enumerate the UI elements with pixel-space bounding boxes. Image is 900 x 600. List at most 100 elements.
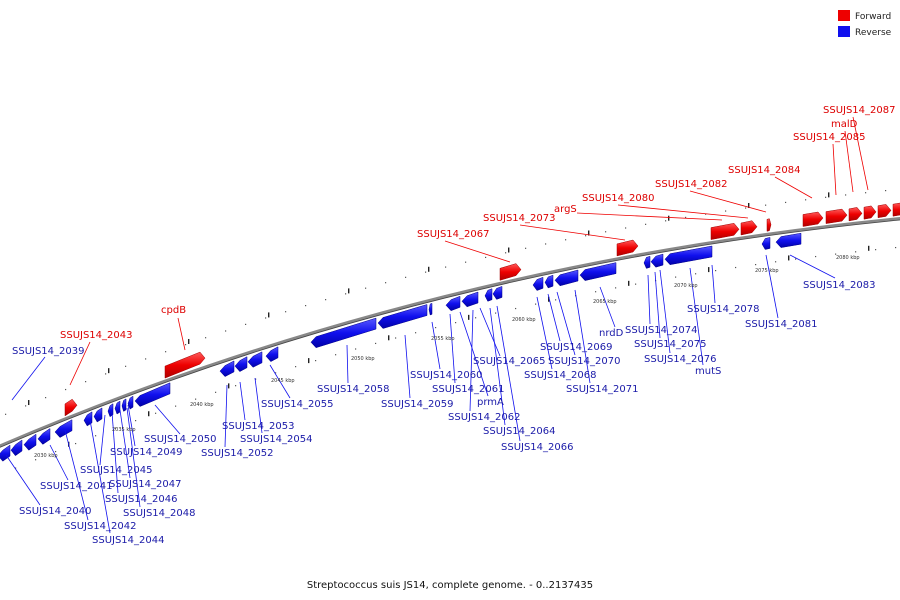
gene-label-reverse[interactable]: SSUJS14_2055 (261, 399, 334, 410)
gene-label-forward[interactable]: cpdB (161, 305, 186, 316)
reverse-gene-arrow[interactable] (219, 360, 235, 377)
forward-gene-arrow[interactable] (877, 204, 892, 218)
guide-dot (565, 239, 567, 241)
reverse-gene-arrow[interactable] (761, 237, 771, 250)
gene-label-forward[interactable]: SSUJS14_2087 (823, 105, 896, 116)
reverse-gene-arrow[interactable] (544, 274, 554, 289)
reverse-gene-arrow[interactable] (664, 245, 713, 265)
gene-label-forward[interactable]: SSUJS14_2043 (60, 330, 133, 341)
guide-dot (505, 252, 507, 254)
reverse-gene-arrow[interactable] (83, 411, 93, 427)
reverse-gene-arrow[interactable] (247, 351, 263, 368)
gene-label-reverse[interactable]: SSUJS14_2074 (625, 325, 698, 336)
gene-label-reverse[interactable]: SSUJS14_2054 (240, 434, 313, 445)
gene-label-reverse[interactable]: SSUJS14_2052 (201, 448, 274, 459)
gene-label-reverse[interactable]: SSUJS14_2058 (317, 384, 390, 395)
forward-gene-arrow[interactable] (710, 223, 740, 240)
gene-label-forward[interactable]: SSUJS14_2073 (483, 213, 556, 224)
guide-dot (645, 223, 647, 225)
reverse-gene-arrow[interactable] (532, 276, 544, 291)
gene-label-reverse[interactable]: SSUJS14_2066 (501, 442, 574, 453)
gene-label-reverse[interactable]: SSUJS14_2059 (381, 399, 454, 410)
gene-label-reverse[interactable]: SSUJS14_2050 (144, 434, 217, 445)
reverse-gene-arrow[interactable] (428, 302, 433, 316)
reverse-gene-arrow[interactable] (37, 428, 51, 445)
gene-label-reverse[interactable]: SSUJS14_2078 (687, 304, 760, 315)
forward-gene-arrow[interactable] (863, 205, 877, 220)
reverse-gene-arrow[interactable] (93, 407, 103, 423)
gene-label-reverse[interactable]: SSUJS14_2069 (540, 342, 613, 353)
gene-label-reverse[interactable]: SSUJS14_2040 (19, 506, 92, 517)
reverse-gene-arrow[interactable] (377, 304, 428, 329)
forward-gene-arrow[interactable] (766, 218, 772, 232)
gene-label-reverse[interactable]: SSUJS14_2065 (473, 356, 546, 367)
gene-label-reverse[interactable]: SSUJS14_2049 (110, 447, 183, 458)
gene-label-reverse[interactable]: SSUJS14_2047 (109, 479, 182, 490)
reverse-gene-arrow[interactable] (484, 288, 493, 302)
reverse-gene-arrow[interactable] (445, 295, 461, 311)
forward-gene-arrow[interactable] (892, 202, 900, 217)
forward-gene-arrow[interactable] (825, 208, 848, 224)
gene-label-reverse[interactable]: SSUJS14_2061 (432, 384, 505, 395)
gene-label-forward[interactable]: malD (831, 119, 858, 130)
reverse-gene-arrow[interactable] (492, 286, 503, 300)
gene-label-reverse[interactable]: prmA (477, 397, 504, 408)
gene-label-reverse[interactable]: SSUJS14_2045 (80, 465, 153, 476)
forward-gene-arrow[interactable] (802, 211, 824, 227)
gene-label-forward[interactable]: SSUJS14_2085 (793, 132, 866, 143)
reverse-gene-arrow[interactable] (127, 395, 134, 410)
gene-label-reverse[interactable]: SSUJS14_2042 (64, 521, 137, 532)
reverse-gene-arrow[interactable] (134, 382, 171, 407)
gene-label-reverse[interactable]: SSUJS14_2068 (524, 370, 597, 381)
gene-label-reverse[interactable]: SSUJS14_2060 (410, 370, 483, 381)
reverse-gene-arrow[interactable] (114, 400, 121, 415)
reverse-gene-arrow[interactable] (643, 255, 651, 269)
forward-gene-arrow[interactable] (616, 239, 639, 257)
reverse-gene-arrow[interactable] (23, 433, 37, 451)
gene-label-reverse[interactable]: SSUJS14_2046 (105, 494, 178, 505)
guide-dot (25, 405, 27, 407)
reverse-gene-arrow[interactable] (461, 291, 479, 308)
guide-dot (405, 276, 407, 278)
gene-label-reverse[interactable]: nrdD (599, 328, 624, 339)
forward-gene-arrow[interactable] (848, 207, 863, 222)
gene-label-reverse[interactable]: SSUJS14_2081 (745, 319, 818, 330)
reverse-gene-arrow[interactable] (579, 262, 617, 281)
forward-gene-arrow[interactable] (740, 220, 758, 236)
gene-label-reverse[interactable]: SSUJS14_2071 (566, 384, 639, 395)
reverse-gene-arrow[interactable] (650, 253, 664, 268)
reverse-gene-arrow[interactable] (121, 398, 127, 412)
gene-label-reverse[interactable]: SSUJS14_2064 (483, 426, 556, 437)
gene-label-reverse[interactable]: SSUJS14_2048 (123, 508, 196, 519)
reverse-gene-arrow[interactable] (265, 346, 279, 362)
forward-gene-arrow[interactable] (164, 351, 206, 379)
reverse-gene-arrow[interactable] (234, 356, 248, 372)
reverse-leader-line (556, 291, 576, 356)
gene-label-forward[interactable]: SSUJS14_2067 (417, 229, 490, 240)
reverse-gene-arrow[interactable] (10, 439, 23, 457)
gene-label-reverse[interactable]: mutS (695, 366, 721, 377)
gene-label-reverse[interactable]: SSUJS14_2083 (803, 280, 876, 291)
reverse-gene-arrow[interactable] (310, 317, 377, 348)
gene-label-reverse[interactable]: SSUJS14_2039 (12, 346, 85, 357)
gene-label-forward[interactable]: SSUJS14_2080 (582, 193, 655, 204)
gene-label-reverse[interactable]: SSUJS14_2076 (644, 354, 717, 365)
reverse-leader-line (49, 444, 69, 481)
gene-label-forward[interactable]: SSUJS14_2084 (728, 165, 801, 176)
gene-label-reverse[interactable]: SSUJS14_2075 (634, 339, 707, 350)
reverse-gene-arrow[interactable] (554, 269, 579, 287)
gene-label-reverse[interactable]: SSUJS14_2044 (92, 535, 165, 546)
gene-label-forward[interactable]: argS (554, 204, 577, 215)
guide-dot (135, 420, 137, 422)
gene-label-reverse[interactable]: SSUJS14_2053 (222, 421, 295, 432)
gene-label-reverse[interactable]: SSUJS14_2041 (40, 481, 113, 492)
reverse-gene-arrow[interactable] (54, 419, 73, 438)
guide-dot (475, 317, 477, 319)
forward-leader-line (852, 116, 869, 191)
gene-label-reverse[interactable]: SSUJS14_2070 (548, 356, 621, 367)
reverse-gene-arrow[interactable] (775, 232, 802, 248)
gene-label-forward[interactable]: SSUJS14_2082 (655, 179, 728, 190)
gene-label-reverse[interactable]: SSUJS14_2062 (448, 412, 521, 423)
forward-gene-arrow[interactable] (499, 263, 522, 281)
forward-gene-arrow[interactable] (64, 398, 78, 417)
